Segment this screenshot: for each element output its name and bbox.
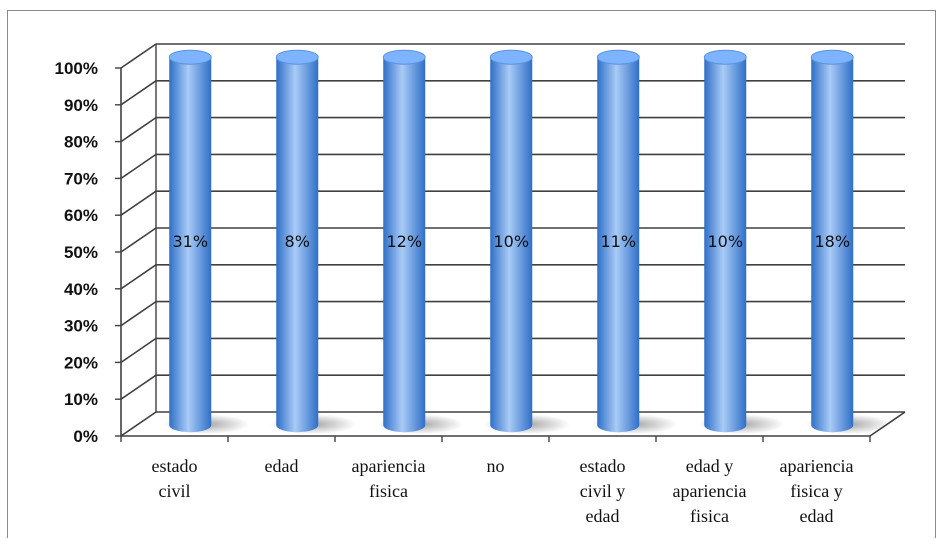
bar xyxy=(704,57,747,433)
gridline-side xyxy=(120,264,157,290)
bar xyxy=(383,57,426,433)
gridline-side xyxy=(120,300,157,327)
bars xyxy=(163,49,892,435)
bar xyxy=(597,57,640,433)
y-axis-tick-labels: 0% 10% 20% 30% 40% 50% 60% 70% 80% 90% 100% xyxy=(55,59,98,446)
data-label: 8% xyxy=(285,232,310,251)
x-tick-label: apariencia fisica xyxy=(352,456,426,501)
y-tick-label: 10% xyxy=(64,390,98,409)
bar-top xyxy=(382,49,426,65)
y-tick-label: 60% xyxy=(64,206,98,225)
y-tick-label: 100% xyxy=(55,59,98,78)
gridline-side xyxy=(120,411,157,437)
bar-top xyxy=(489,49,533,65)
gridline-side xyxy=(120,80,157,106)
y-tick-label: 20% xyxy=(64,353,98,372)
gridline-side xyxy=(120,374,157,400)
data-label: 12% xyxy=(386,232,422,251)
gridline-side xyxy=(120,227,157,253)
x-axis-category-labels: estado civil edad apariencia fisica no estado c… xyxy=(152,456,854,526)
bar xyxy=(276,57,319,433)
y-tick-label: 90% xyxy=(64,96,98,115)
bar xyxy=(811,57,854,433)
bar xyxy=(169,57,212,433)
data-label: 11% xyxy=(600,232,636,251)
x-tick-label: apariencia fisica y edad xyxy=(780,456,854,526)
data-label: 18% xyxy=(814,232,850,251)
x-tick-label: estado civil xyxy=(152,456,198,501)
chart-frame xyxy=(7,10,936,538)
y-tick-label: 40% xyxy=(64,280,98,299)
data-label: 10% xyxy=(493,232,529,251)
y-tick-label: 70% xyxy=(64,169,98,188)
y-tick-label: 50% xyxy=(64,243,98,262)
axes xyxy=(115,44,906,442)
x-tick-label: edad y apariencia fisica xyxy=(673,456,747,526)
data-label: 31% xyxy=(172,232,208,251)
bar-top xyxy=(703,49,747,65)
y-tick-label: 0% xyxy=(73,427,98,446)
bar xyxy=(490,57,533,433)
x-tick-label: edad xyxy=(265,456,299,476)
gridline-side xyxy=(120,337,157,364)
x-tick-label: estado civil y edad xyxy=(580,456,626,526)
gridline-side xyxy=(120,190,157,216)
bar-top xyxy=(810,49,854,65)
bar-top xyxy=(168,49,212,65)
y-tick-label: 30% xyxy=(64,317,98,336)
bar-top xyxy=(275,49,319,65)
gridline-side xyxy=(120,43,157,69)
data-label: 10% xyxy=(707,232,743,251)
x-tick-label: no xyxy=(487,456,505,476)
y-tick-label: 80% xyxy=(64,133,98,152)
bar-top xyxy=(596,49,640,65)
data-labels: 31% 8% 12% 10% 11% 10% 18% xyxy=(172,232,850,251)
gridline-side xyxy=(120,116,157,143)
gridline-side xyxy=(120,153,157,180)
